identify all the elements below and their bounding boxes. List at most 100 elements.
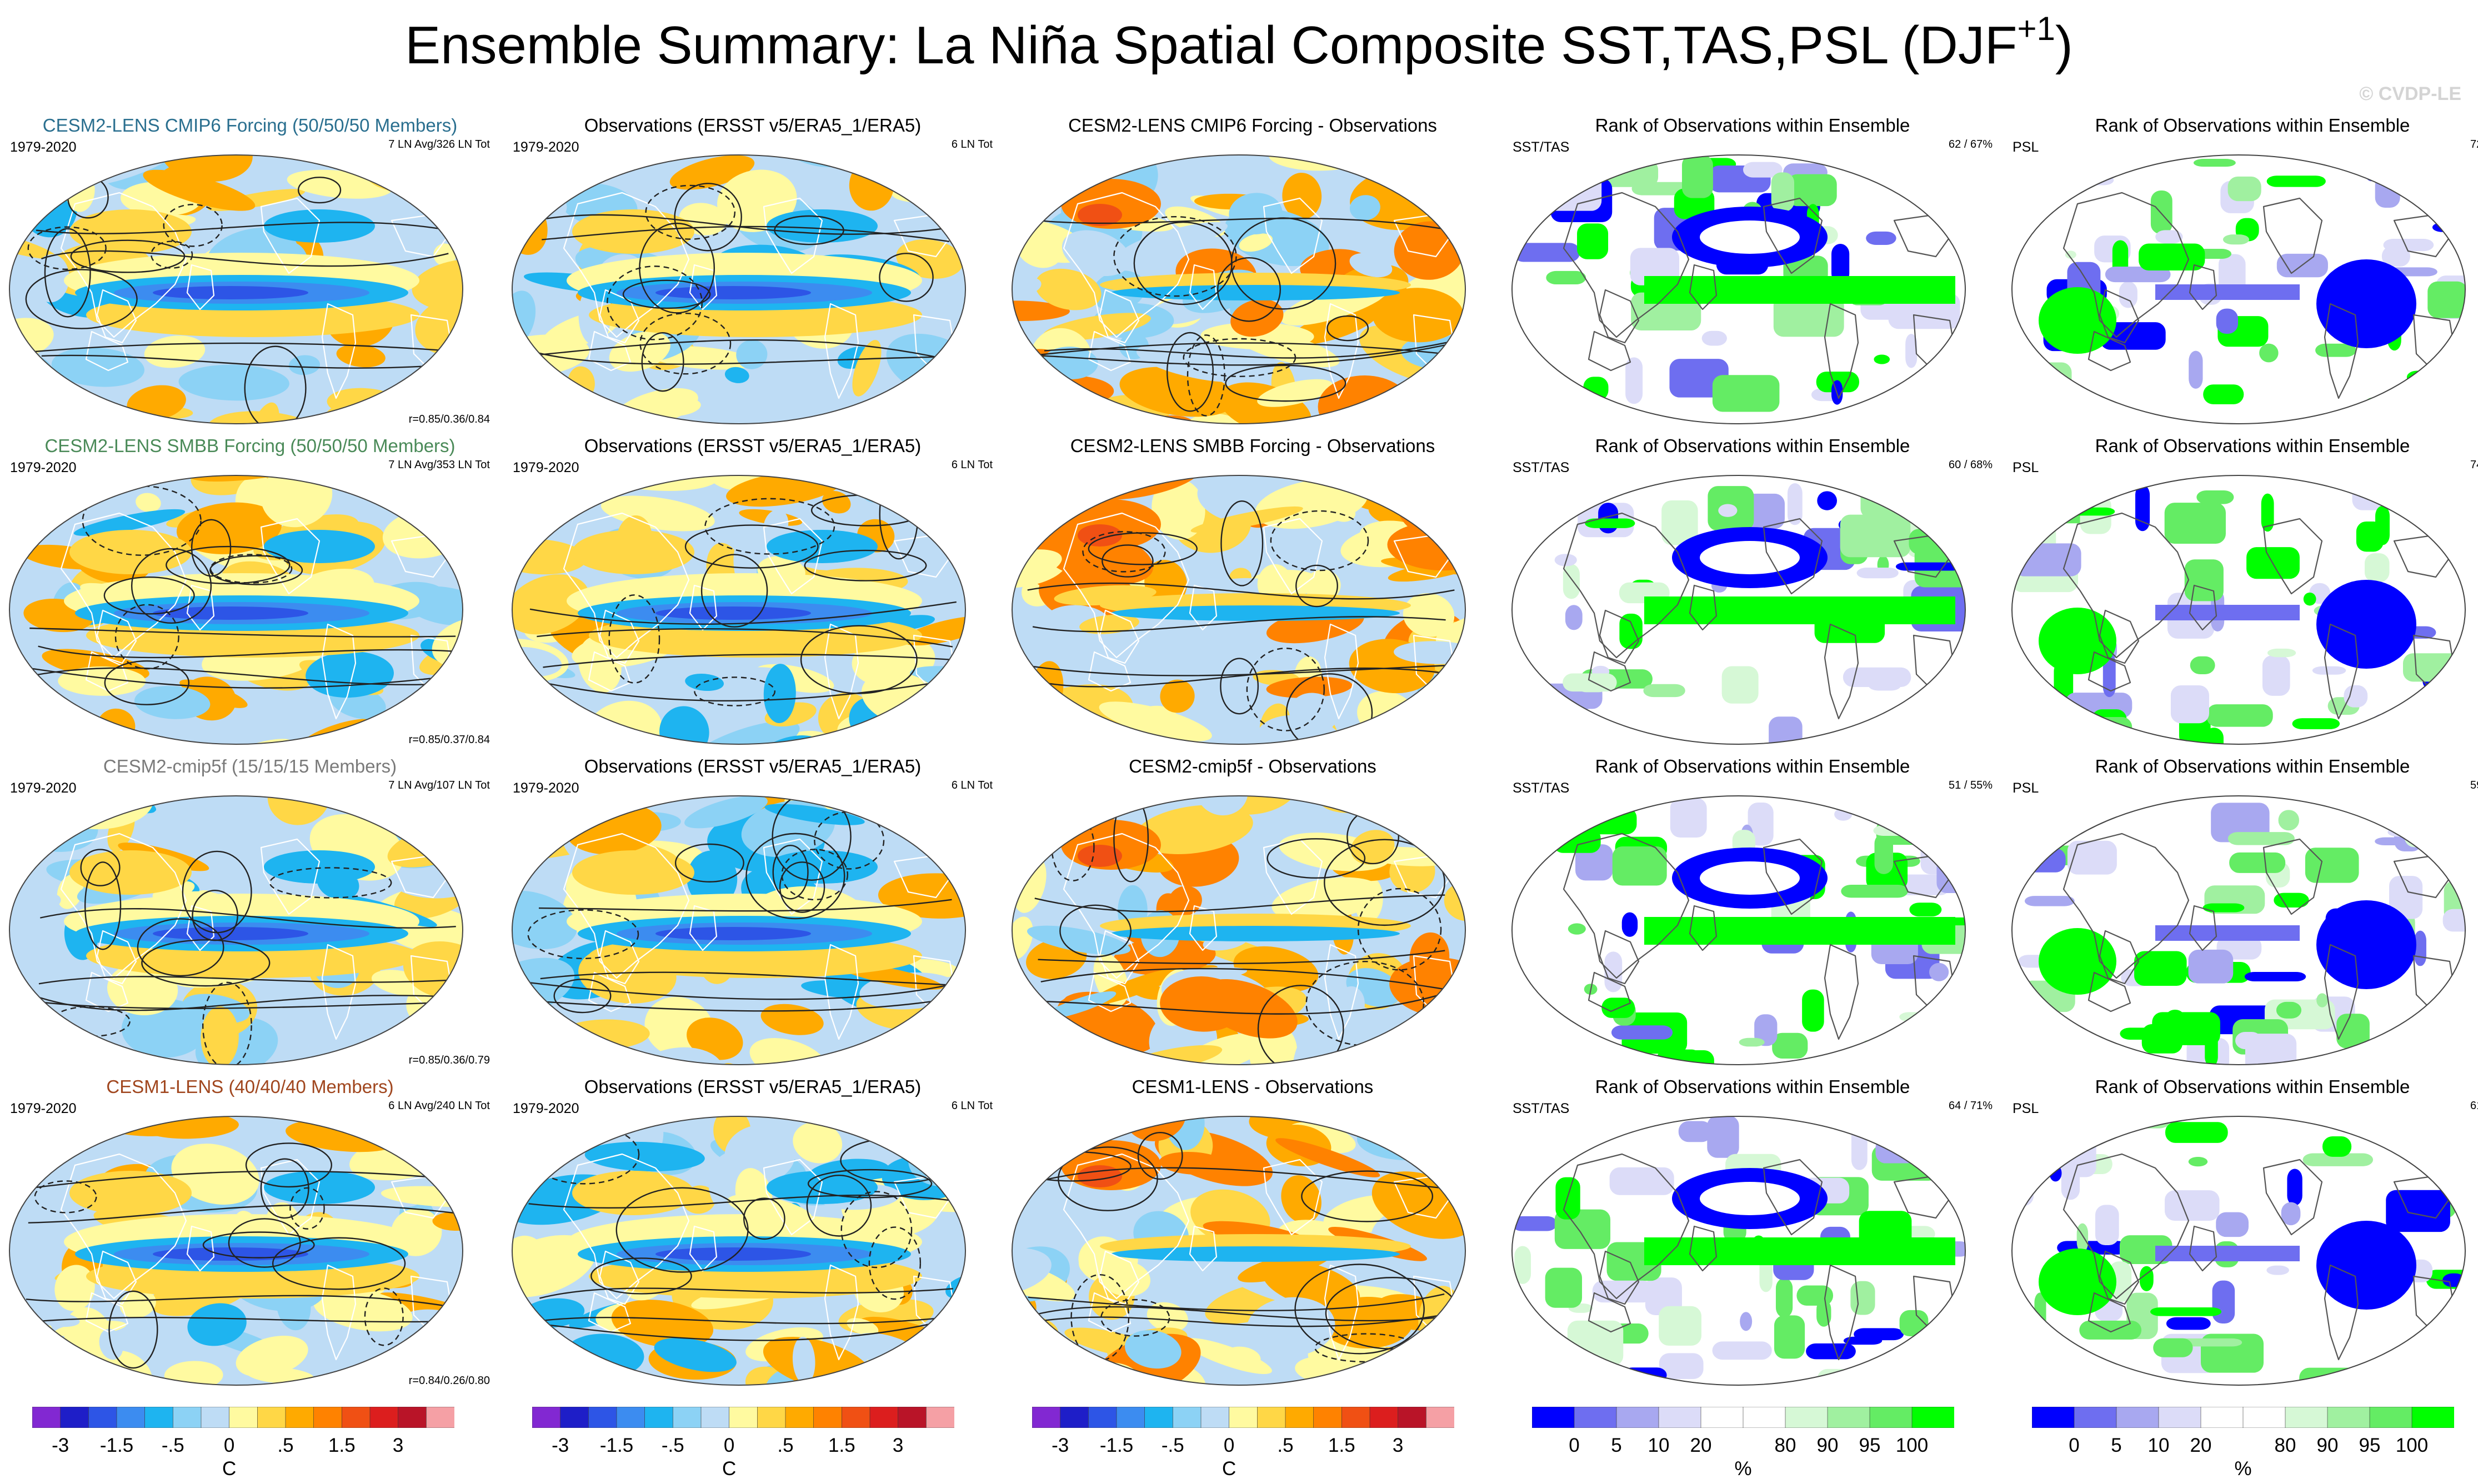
- colorbar-tick-label: -3: [52, 1435, 69, 1456]
- panel-correlation: r=0.85/0.36/0.79: [408, 1054, 490, 1066]
- panel-rank-percent: 74%: [2470, 459, 2478, 471]
- panel-ln-count: 6 LN Tot: [951, 1100, 993, 1112]
- panel-ln-count: 7 LN Avg/107 LN Tot: [388, 779, 490, 791]
- globe-map: [9, 475, 463, 745]
- globe-map: [512, 475, 966, 745]
- panel-variable-label: SST/TAS: [1513, 780, 1570, 796]
- rank-sst-panel: Rank of Observations within Ensemble SST/…: [1503, 434, 2003, 754]
- panel-ln-count: 6 LN Tot: [951, 779, 993, 791]
- panel-years: 1979-2020: [513, 460, 579, 475]
- globe-map: [2011, 154, 2466, 424]
- colorbar-tick-label: 0: [723, 1435, 735, 1456]
- panel-years: 1979-2020: [10, 1101, 77, 1116]
- colorbar-tick-label: -3: [552, 1435, 569, 1456]
- panel-title: Observations (ERSST v5/ERA5_1/ERA5): [584, 435, 922, 456]
- colorbar-swatches: [1032, 1407, 1454, 1428]
- panel-variable-label: PSL: [2013, 780, 2039, 796]
- panel-title: Rank of Observations within Ensemble: [1595, 115, 1910, 136]
- colorbar-unit: %: [1734, 1458, 1752, 1480]
- colorbar-tick-label: 3: [1392, 1435, 1404, 1456]
- watermark: © CVDP-LE: [2359, 83, 2461, 104]
- panel-rank-percent: 62 / 67%: [1949, 138, 1993, 151]
- panel-title: CESM1-LENS (40/40/40 Members): [106, 1076, 394, 1097]
- model-panel: CESM2-LENS SMBB Forcing (50/50/50 Member…: [0, 434, 500, 754]
- colorbar-tick-label: -3: [1052, 1435, 1069, 1456]
- panel-years: 1979-2020: [513, 1101, 579, 1116]
- colorbar-tick-label: 1.5: [828, 1435, 855, 1456]
- observations-panel: Observations (ERSST v5/ERA5_1/ERA5) 1979-…: [503, 434, 1003, 754]
- colorbar-swatches: [32, 1407, 454, 1428]
- panel-rank-percent: 51 / 55%: [1949, 779, 1993, 791]
- colorbar-swatches: [2032, 1407, 2454, 1428]
- colorbar-tick-label: -1.5: [99, 1435, 134, 1456]
- panel-rank-percent: 60 / 68%: [1949, 459, 1993, 471]
- colorbar-tick-label: .5: [777, 1435, 794, 1456]
- colorbar-tick-label: 80: [1774, 1435, 1796, 1456]
- model-panel: CESM2-LENS CMIP6 Forcing (50/50/50 Membe…: [0, 114, 500, 434]
- panel-variable-label: SST/TAS: [1513, 460, 1570, 475]
- panel-title: Rank of Observations within Ensemble: [1595, 1076, 1910, 1097]
- difference-panel: CESM2-cmip5f - Observations: [1003, 755, 1503, 1075]
- globe-map: [1012, 475, 1466, 745]
- globe-map: [9, 154, 463, 424]
- temperature-colorbar: -3 -1.5 -.5 0 .5 1.5 3 C: [1032, 1407, 1454, 1480]
- colorbar-tick-label: 95: [2359, 1435, 2381, 1456]
- rank-colorbar: 0 5 10 20 80 90 95 100%: [2032, 1407, 2454, 1480]
- globe-map: [2011, 795, 2466, 1065]
- panel-title: Observations (ERSST v5/ERA5_1/ERA5): [584, 115, 922, 136]
- globe-map: [512, 1116, 966, 1386]
- rank-psl-panel: Rank of Observations within Ensemble PSL 7…: [2003, 114, 2478, 434]
- globe-map: [512, 795, 966, 1065]
- panel-title: CESM2-LENS SMBB Forcing - Observations: [1070, 435, 1435, 456]
- colorbar-tick-label: 90: [2316, 1435, 2339, 1456]
- globe-map: [1012, 1116, 1466, 1386]
- colorbar-tick-label: 100: [1895, 1435, 1929, 1456]
- rank-psl-panel: Rank of Observations within Ensemble PSL 5…: [2003, 755, 2478, 1075]
- panel-title: Rank of Observations within Ensemble: [1595, 435, 1910, 456]
- panel-rank-percent: 72%: [2470, 138, 2478, 151]
- rank-psl-panel: Rank of Observations within Ensemble PSL 7…: [2003, 434, 2478, 754]
- colorbar-tick-label: -1.5: [1099, 1435, 1134, 1456]
- globe-map: [9, 1116, 463, 1386]
- observations-panel: Observations (ERSST v5/ERA5_1/ERA5) 1979-…: [503, 114, 1003, 434]
- colorbar-tick-label: -1.5: [599, 1435, 634, 1456]
- colorbar-tick-label: 1.5: [1328, 1435, 1355, 1456]
- panel-title: Rank of Observations within Ensemble: [2095, 435, 2410, 456]
- panel-years: 1979-2020: [513, 139, 579, 155]
- panel-title: Rank of Observations within Ensemble: [1595, 756, 1910, 776]
- panel-title: CESM2-LENS CMIP6 Forcing - Observations: [1068, 115, 1437, 136]
- rank-colorbar: 0 5 10 20 80 90 95 100%: [1532, 1407, 1954, 1480]
- colorbar-unit: %: [2234, 1458, 2252, 1480]
- page-title: Ensemble Summary: La Niña Spatial Compos…: [405, 10, 2073, 76]
- panel-variable-label: PSL: [2013, 139, 2039, 155]
- panel-rank-percent: 61%: [2470, 1100, 2478, 1112]
- colorbar-tick-label: 0: [1569, 1435, 1580, 1456]
- panel-years: 1979-2020: [513, 780, 579, 796]
- colorbar-tick-label: -.5: [661, 1435, 684, 1456]
- rank-sst-panel: Rank of Observations within Ensemble SST/…: [1503, 755, 2003, 1075]
- temperature-colorbar: -3 -1.5 -.5 0 .5 1.5 3 C: [532, 1407, 954, 1480]
- colorbar-swatches: [1532, 1407, 1954, 1428]
- rank-sst-panel: Rank of Observations within Ensemble SST/…: [1503, 1075, 2003, 1395]
- globe-map: [1012, 795, 1466, 1065]
- panel-title: CESM1-LENS - Observations: [1132, 1076, 1374, 1097]
- panel-title: Rank of Observations within Ensemble: [2095, 115, 2410, 136]
- panel-title: Observations (ERSST v5/ERA5_1/ERA5): [584, 756, 922, 776]
- panel-title: Observations (ERSST v5/ERA5_1/ERA5): [584, 1076, 922, 1097]
- panel-variable-label: SST/TAS: [1513, 139, 1570, 155]
- observations-panel: Observations (ERSST v5/ERA5_1/ERA5) 1979-…: [503, 755, 1003, 1075]
- rank-psl-panel: Rank of Observations within Ensemble PSL 6…: [2003, 1075, 2478, 1395]
- globe-map: [1012, 154, 1466, 424]
- colorbar-tick-label: 5: [2111, 1435, 2122, 1456]
- globe-map: [1511, 154, 1966, 424]
- observations-panel: Observations (ERSST v5/ERA5_1/ERA5) 1979-…: [503, 1075, 1003, 1395]
- globe-map: [2011, 1116, 2466, 1386]
- colorbar-tick-label: 90: [1816, 1435, 1839, 1456]
- difference-panel: CESM1-LENS - Observations: [1003, 1075, 1503, 1395]
- colorbar-tick-label: 0: [1223, 1435, 1235, 1456]
- colorbar-unit: C: [1222, 1458, 1237, 1480]
- panel-correlation: r=0.84/0.26/0.80: [408, 1375, 490, 1387]
- panel-ln-count: 6 LN Tot: [951, 459, 993, 471]
- panel-variable-label: SST/TAS: [1513, 1101, 1570, 1116]
- colorbar-tick-label: -.5: [161, 1435, 184, 1456]
